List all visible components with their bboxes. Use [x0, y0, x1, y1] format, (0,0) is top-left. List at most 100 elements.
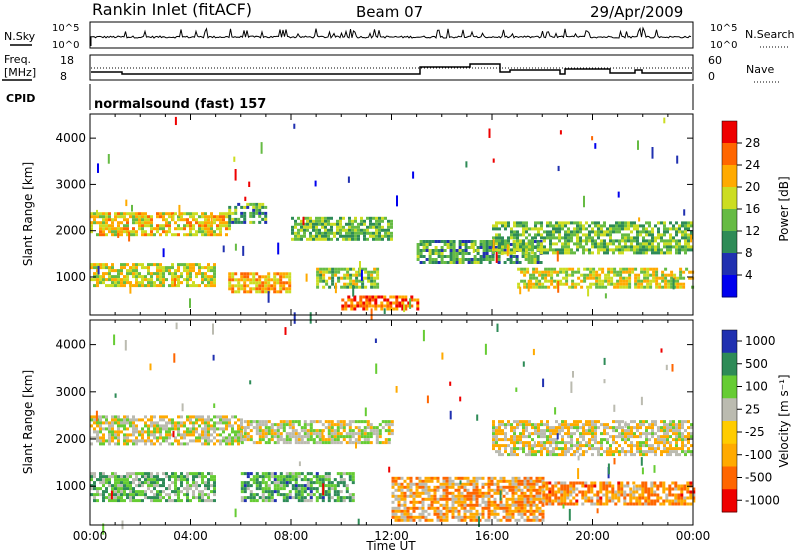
- echo-cell: [491, 489, 494, 492]
- echo-cell: [241, 484, 244, 487]
- echo-cell: [367, 274, 370, 277]
- echo-cell: [473, 513, 476, 516]
- echo-cell: [459, 246, 462, 249]
- echo-cell: [435, 240, 438, 243]
- echo-cell: [310, 426, 313, 429]
- echo-cell: [132, 272, 135, 275]
- echo-cell: [337, 441, 340, 444]
- echo-cell: [274, 499, 277, 502]
- echo-cell: [337, 271, 340, 274]
- echo-cell: [675, 432, 678, 435]
- echo-cell: [676, 280, 679, 283]
- echo-cell: [638, 497, 641, 500]
- echo-cell: [316, 478, 319, 481]
- echo-cell: [612, 224, 615, 227]
- echo-cell: [657, 230, 660, 233]
- echo-cell: [268, 291, 270, 303]
- echo-cell: [135, 278, 138, 281]
- echo-cell: [292, 432, 295, 435]
- echo-cell: [633, 245, 636, 248]
- echo-cell: [340, 472, 343, 475]
- echo-cell: [540, 444, 543, 447]
- echo-cell: [316, 496, 319, 499]
- echo-cell: [262, 435, 265, 438]
- echo-cell: [306, 274, 308, 282]
- echo-cell: [639, 435, 642, 438]
- echo-cell: [548, 500, 551, 503]
- echo-cell: [163, 248, 165, 257]
- echo-cell: [525, 441, 528, 444]
- echo-cell: [132, 266, 135, 269]
- echo-cell: [581, 503, 584, 506]
- echo-cell: [539, 513, 542, 516]
- echo-cell: [165, 230, 168, 233]
- echo-cell: [255, 209, 258, 212]
- echo-cell: [690, 235, 692, 243]
- echo-cell: [309, 217, 312, 220]
- echo-cell: [378, 223, 381, 226]
- echo-cell: [678, 227, 681, 230]
- echo-cell: [546, 453, 549, 456]
- echo-cell: [93, 221, 96, 224]
- echo-cell: [249, 203, 252, 206]
- echo-cell: [591, 420, 594, 423]
- echo-cell: [117, 418, 120, 421]
- echo-cell: [265, 432, 268, 435]
- echo-cell: [528, 252, 531, 255]
- echo-cell: [423, 261, 426, 264]
- echo-cell: [162, 472, 165, 475]
- echo-cell: [180, 275, 183, 278]
- echo-cell: [168, 269, 171, 272]
- echo-cell: [597, 230, 600, 233]
- echo-cell: [180, 484, 183, 487]
- echo-cell: [328, 487, 331, 490]
- echo-cell: [646, 286, 649, 289]
- echo-cell: [498, 236, 501, 239]
- echo-cell: [392, 507, 395, 510]
- echo-cell: [177, 227, 180, 230]
- echo-cell: [516, 258, 519, 261]
- freq-unit-label: [MHz]: [4, 66, 36, 79]
- echo-cell: [250, 435, 253, 438]
- echo-cell: [96, 421, 99, 424]
- echo-cell: [641, 482, 644, 485]
- echo-cell: [651, 420, 654, 423]
- echo-cell: [129, 490, 132, 493]
- echo-cell: [686, 488, 689, 491]
- echo-cell: [590, 491, 593, 494]
- echo-cell: [561, 420, 564, 423]
- echo-cell: [498, 453, 501, 456]
- echo-cell: [636, 450, 639, 453]
- echo-cell: [474, 258, 477, 261]
- echo-cell: [168, 421, 171, 424]
- echo-cell: [480, 243, 483, 246]
- echo-cell: [492, 447, 495, 450]
- echo-cell: [180, 218, 183, 221]
- echo-cell: [660, 248, 663, 251]
- echo-cell: [189, 433, 192, 436]
- echo-cell: [132, 230, 135, 233]
- echo-cell: [99, 427, 102, 430]
- echo-cell: [612, 420, 615, 423]
- echo-cell: [456, 258, 459, 261]
- echo-cell: [549, 236, 552, 239]
- echo-cell: [267, 287, 270, 290]
- echo-cell: [105, 490, 108, 493]
- echo-cell: [434, 495, 437, 498]
- echo-cell: [575, 500, 578, 503]
- echo-cell: [666, 447, 669, 450]
- echo-cell: [225, 424, 228, 427]
- echo-cell: [452, 510, 455, 513]
- echo-cell: [225, 227, 228, 230]
- echo-cell: [486, 240, 489, 243]
- echo-cell: [210, 475, 213, 478]
- echo-cell: [560, 491, 563, 494]
- echo-cell: [207, 430, 210, 433]
- echo-cell: [486, 246, 489, 249]
- echo-cell: [512, 486, 515, 489]
- echo-cell: [256, 487, 259, 490]
- echo-cell: [195, 263, 198, 266]
- echo-cell: [385, 438, 388, 441]
- echo-cell: [609, 426, 612, 429]
- echo-cell: [391, 432, 394, 435]
